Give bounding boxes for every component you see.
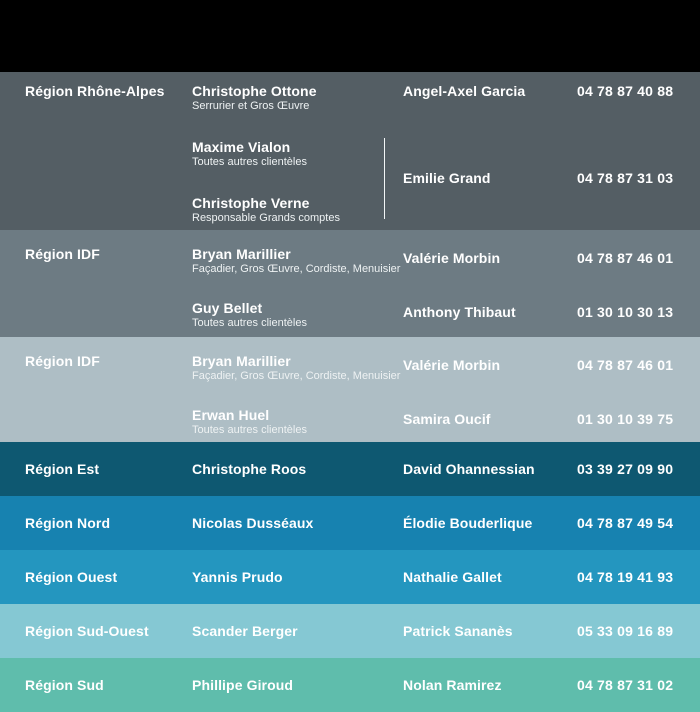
- region-row-idf-2: Région IDF Bryan Marillier Façadier, Gro…: [0, 337, 700, 442]
- person-role: Façadier, Gros Œuvre, Cordiste, Menuisie…: [192, 263, 401, 275]
- contact-name: Valérie Morbin: [403, 250, 501, 266]
- person-entry: Maxime Vialon Toutes autres clientèles: [192, 139, 403, 169]
- region-row-sud-ouest: Région Sud-Ouest Scander Berger Patrick …: [0, 604, 700, 658]
- region-row-rhone-alpes: Région Rhône-Alpes Christophe Ottone Ser…: [0, 72, 700, 230]
- person-name: Christophe Roos: [192, 461, 307, 477]
- person-name: Maxime Vialon: [192, 139, 291, 155]
- phone-number: 04 78 87 46 01: [577, 250, 674, 266]
- phone-number: 05 33 09 16 89: [577, 623, 674, 639]
- phone-number: 01 30 10 39 75: [577, 411, 674, 427]
- phone-number: 03 39 27 09 90: [577, 461, 674, 477]
- person-role: Toutes autres clientèles: [192, 424, 307, 436]
- phone-number: 04 78 87 49 54: [577, 515, 674, 531]
- contact-name: Valérie Morbin: [403, 357, 501, 373]
- region-row-nord: Région Nord Nicolas Dusséaux Élodie Boud…: [0, 496, 700, 550]
- contacts-column: David Ohannessian 03 39 27 09 90: [403, 461, 700, 477]
- region-row-est: Région Est Christophe Roos David Ohannes…: [0, 442, 700, 496]
- contacts-column: Nathalie Gallet 04 78 19 41 93: [403, 569, 700, 585]
- person-name: Erwan Huel: [192, 407, 270, 423]
- person-role: Responsable Grands comptes: [192, 212, 340, 224]
- contact-name: Angel-Axel Garcia: [403, 83, 526, 99]
- contact-name: Samira Oucif: [403, 411, 491, 427]
- contacts-column: Nolan Ramirez 04 78 87 31 02: [403, 677, 700, 693]
- region-row-ouest: Région Ouest Yannis Prudo Nathalie Galle…: [0, 550, 700, 604]
- contact-entry: Samira Oucif 01 30 10 39 75: [403, 411, 700, 427]
- person-name: Bryan Marillier: [192, 246, 291, 262]
- contacts-column: Valérie Morbin 04 78 87 46 01 Samira Ouc…: [403, 337, 700, 442]
- people-column: Yannis Prudo: [192, 569, 403, 585]
- contact-entry: Valérie Morbin 04 78 87 46 01: [403, 250, 700, 266]
- contact-entry: Anthony Thibaut 01 30 10 30 13: [403, 304, 700, 320]
- contact-entry: Nathalie Gallet 04 78 19 41 93: [403, 569, 700, 585]
- region-row-sud: Région Sud Phillipe Giroud Nolan Ramirez…: [0, 658, 700, 712]
- phone-number: 04 78 87 31 03: [577, 170, 674, 186]
- people-column: Bryan Marillier Façadier, Gros Œuvre, Co…: [192, 337, 403, 442]
- person-name: Guy Bellet: [192, 300, 263, 316]
- people-column: Nicolas Dusséaux: [192, 515, 403, 531]
- contact-name: Élodie Bouderlique: [403, 515, 533, 531]
- divider-line: [384, 138, 385, 219]
- contact-name: Patrick Sananès: [403, 623, 513, 639]
- contacts-column: Valérie Morbin 04 78 87 46 01 Anthony Th…: [403, 230, 700, 337]
- header-band: [0, 0, 700, 72]
- person-name: Yannis Prudo: [192, 569, 283, 585]
- person-name: Scander Berger: [192, 623, 298, 639]
- person-name: Bryan Marillier: [192, 353, 291, 369]
- people-column: Phillipe Giroud: [192, 677, 403, 693]
- contact-entry: Élodie Bouderlique 04 78 87 49 54: [403, 515, 700, 531]
- people-column: Christophe Roos: [192, 461, 403, 477]
- region-label: Région Rhône-Alpes: [25, 83, 165, 99]
- region-label: Région IDF: [25, 246, 100, 262]
- person-entry: Erwan Huel Toutes autres clientèles: [192, 407, 403, 437]
- region-label: Région Nord: [25, 515, 111, 531]
- region-row-idf: Région IDF Bryan Marillier Façadier, Gro…: [0, 230, 700, 337]
- contact-entry: Angel-Axel Garcia 04 78 87 40 88: [403, 83, 700, 99]
- contact-entry: Emilie Grand 04 78 87 31 03: [403, 170, 700, 186]
- people-column: Christophe Ottone Serrurier et Gros Œuvr…: [192, 72, 403, 230]
- person-name: Christophe Ottone: [192, 83, 317, 99]
- contact-name: Anthony Thibaut: [403, 304, 516, 320]
- contact-name: David Ohannessian: [403, 461, 535, 477]
- person-entry: Christophe Ottone Serrurier et Gros Œuvr…: [192, 83, 403, 113]
- person-name: Phillipe Giroud: [192, 677, 294, 693]
- person-entry: Guy Bellet Toutes autres clientèles: [192, 300, 403, 330]
- phone-number: 04 78 19 41 93: [577, 569, 674, 585]
- contacts-column: Angel-Axel Garcia 04 78 87 40 88 Emilie …: [403, 72, 700, 230]
- contact-name: Nathalie Gallet: [403, 569, 502, 585]
- contact-name: Emilie Grand: [403, 170, 491, 186]
- people-column: Bryan Marillier Façadier, Gros Œuvre, Co…: [192, 230, 403, 337]
- person-name: Nicolas Dusséaux: [192, 515, 314, 531]
- phone-number: 04 78 87 31 02: [577, 677, 674, 693]
- person-role: Serrurier et Gros Œuvre: [192, 100, 310, 112]
- person-name: Christophe Verne: [192, 195, 310, 211]
- contacts-column: Patrick Sananès 05 33 09 16 89: [403, 623, 700, 639]
- person-role: Façadier, Gros Œuvre, Cordiste, Menuisie…: [192, 370, 401, 382]
- contact-entry: David Ohannessian 03 39 27 09 90: [403, 461, 700, 477]
- phone-number: 04 78 87 40 88: [577, 83, 674, 99]
- person-entry: Christophe Verne Responsable Grands comp…: [192, 195, 403, 225]
- region-label: Région Sud-Ouest: [25, 623, 149, 639]
- phone-number: 01 30 10 30 13: [577, 304, 674, 320]
- phone-number: 04 78 87 46 01: [577, 357, 674, 373]
- region-label: Région IDF: [25, 353, 100, 369]
- person-entry: Bryan Marillier Façadier, Gros Œuvre, Co…: [192, 353, 403, 383]
- person-role: Toutes autres clientèles: [192, 156, 307, 168]
- contact-entry: Nolan Ramirez 04 78 87 31 02: [403, 677, 700, 693]
- region-label: Région Sud: [25, 677, 104, 693]
- contact-entry: Valérie Morbin 04 78 87 46 01: [403, 357, 700, 373]
- people-column: Scander Berger: [192, 623, 403, 639]
- person-entry: Bryan Marillier Façadier, Gros Œuvre, Co…: [192, 246, 403, 276]
- person-role: Toutes autres clientèles: [192, 317, 307, 329]
- region-label: Région Ouest: [25, 569, 118, 585]
- region-label: Région Est: [25, 461, 100, 477]
- contact-entry: Patrick Sananès 05 33 09 16 89: [403, 623, 700, 639]
- contact-name: Nolan Ramirez: [403, 677, 502, 693]
- contacts-column: Élodie Bouderlique 04 78 87 49 54: [403, 515, 700, 531]
